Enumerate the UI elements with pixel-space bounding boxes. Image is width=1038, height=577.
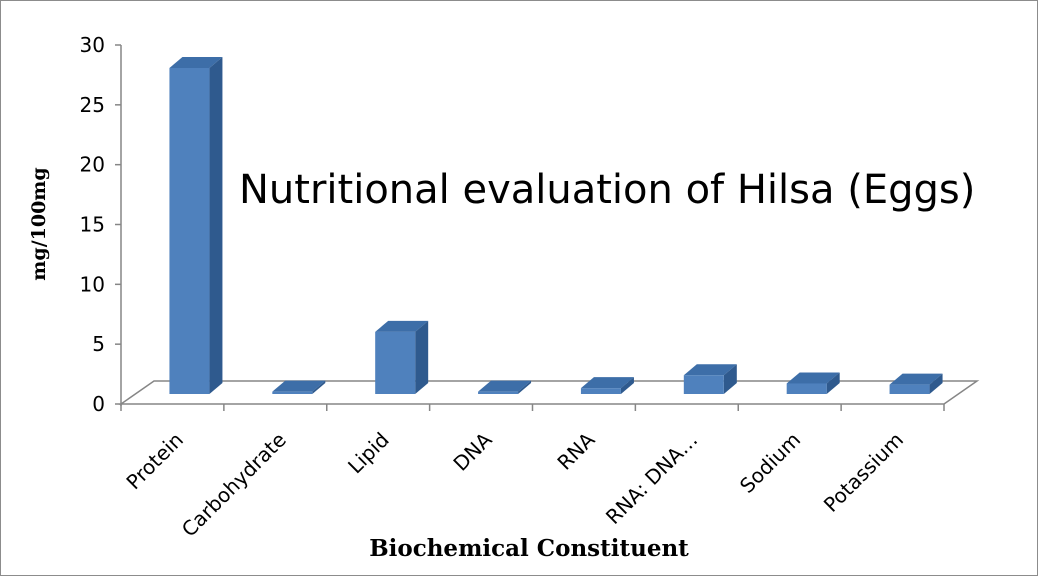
bar-front (272, 391, 313, 394)
bar-front (889, 384, 930, 394)
bar-side (723, 364, 737, 394)
bar-front (169, 67, 210, 394)
bar (478, 380, 532, 394)
bar (786, 372, 840, 394)
chart-title: Nutritional evaluation of Hilsa (Eggs) (239, 167, 975, 213)
bar-side (415, 320, 429, 394)
bar-side (518, 380, 532, 394)
y-tick-label: 5 (92, 332, 105, 356)
bar-front (786, 383, 827, 394)
bar-top (683, 364, 737, 376)
bar-top (889, 373, 943, 385)
bar-top (786, 372, 840, 384)
bar-top (169, 56, 223, 68)
bar-top (580, 377, 634, 389)
y-axis: 0 5 10 15 20 25 30 (80, 33, 945, 416)
bar-top (272, 380, 326, 392)
bar (889, 373, 943, 394)
y-tick-label: 0 (92, 392, 105, 416)
x-tick-label: Carbohydrate (177, 428, 291, 542)
x-tick-label: RNA (552, 427, 599, 474)
bar (580, 377, 634, 394)
x-tick-label: Lipid (343, 428, 394, 479)
x-tick-label: Sodium (735, 428, 805, 498)
bar (272, 380, 326, 394)
bar (683, 364, 737, 394)
y-tick-label: 20 (80, 153, 105, 177)
bars (169, 56, 943, 394)
floor-plane (118, 380, 980, 405)
y-tick-label: 30 (80, 33, 105, 57)
x-tick-label: RNA: DNA… (601, 428, 702, 529)
bar-top (478, 380, 532, 392)
bar-front (580, 388, 621, 394)
x-axis-label: Biochemical Constituent (369, 535, 689, 562)
bar-front (478, 391, 519, 394)
chart-floor (118, 380, 980, 405)
y-tick-label: 10 (80, 272, 105, 296)
bar-side (826, 372, 840, 394)
bar-side (929, 373, 943, 394)
x-tick-label: Potassium (819, 428, 908, 517)
x-tick-label: DNA (448, 427, 496, 475)
y-axis-label: mg/100mg (28, 167, 50, 280)
bar-side (312, 380, 326, 394)
bar (375, 320, 429, 394)
bar-front (375, 331, 416, 394)
bar-top (375, 320, 429, 332)
y-tick-label: 15 (80, 213, 105, 237)
bar (169, 56, 223, 394)
x-tick-label: Protein (121, 428, 188, 495)
bar-front (683, 375, 724, 394)
y-tick-label: 25 (80, 93, 105, 117)
bar-side (209, 56, 223, 394)
bar-side (620, 377, 634, 394)
